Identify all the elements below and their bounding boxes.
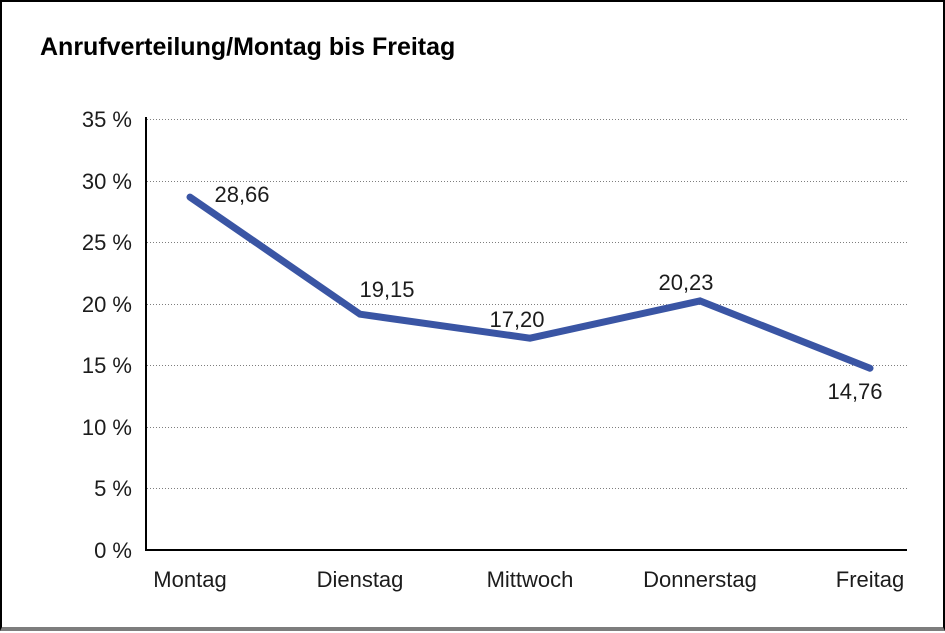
y-tick-label: 5 % <box>94 476 132 501</box>
data-point-label: 20,23 <box>658 269 714 295</box>
data-line-series <box>186 193 874 372</box>
data-point-label: 19,15 <box>359 277 415 303</box>
data-point-label: 14,76 <box>827 379 883 405</box>
y-tick-label: 25 % <box>81 230 132 255</box>
x-axis-label: Mittwoch <box>486 567 574 592</box>
gridline <box>147 242 907 243</box>
y-tick-label: 35 % <box>81 107 132 132</box>
chart-title: Anrufverteilung/Montag bis Freitag <box>40 33 456 61</box>
y-tick-label: 10 % <box>81 415 132 440</box>
y-tick-label: 0 % <box>94 538 132 563</box>
y-tick-label: 15 % <box>81 353 132 378</box>
x-axis-label: Donnerstag <box>643 567 757 592</box>
gridline <box>147 181 907 182</box>
x-axis-label: Montag <box>153 567 227 592</box>
gridline <box>147 365 907 366</box>
x-axis-label: Freitag <box>835 567 905 592</box>
gridline <box>147 427 907 428</box>
y-tick-label: 30 % <box>81 169 132 194</box>
y-tick-label: 20 % <box>81 292 132 317</box>
gridline <box>147 488 907 489</box>
x-axis-label: Dienstag <box>316 567 404 592</box>
y-axis-line <box>145 117 147 551</box>
data-point-label: 28,66 <box>214 182 270 208</box>
gridline <box>147 119 907 120</box>
x-axis-line <box>145 549 907 551</box>
gridline <box>147 304 907 305</box>
data-point-label: 17,20 <box>489 307 545 333</box>
